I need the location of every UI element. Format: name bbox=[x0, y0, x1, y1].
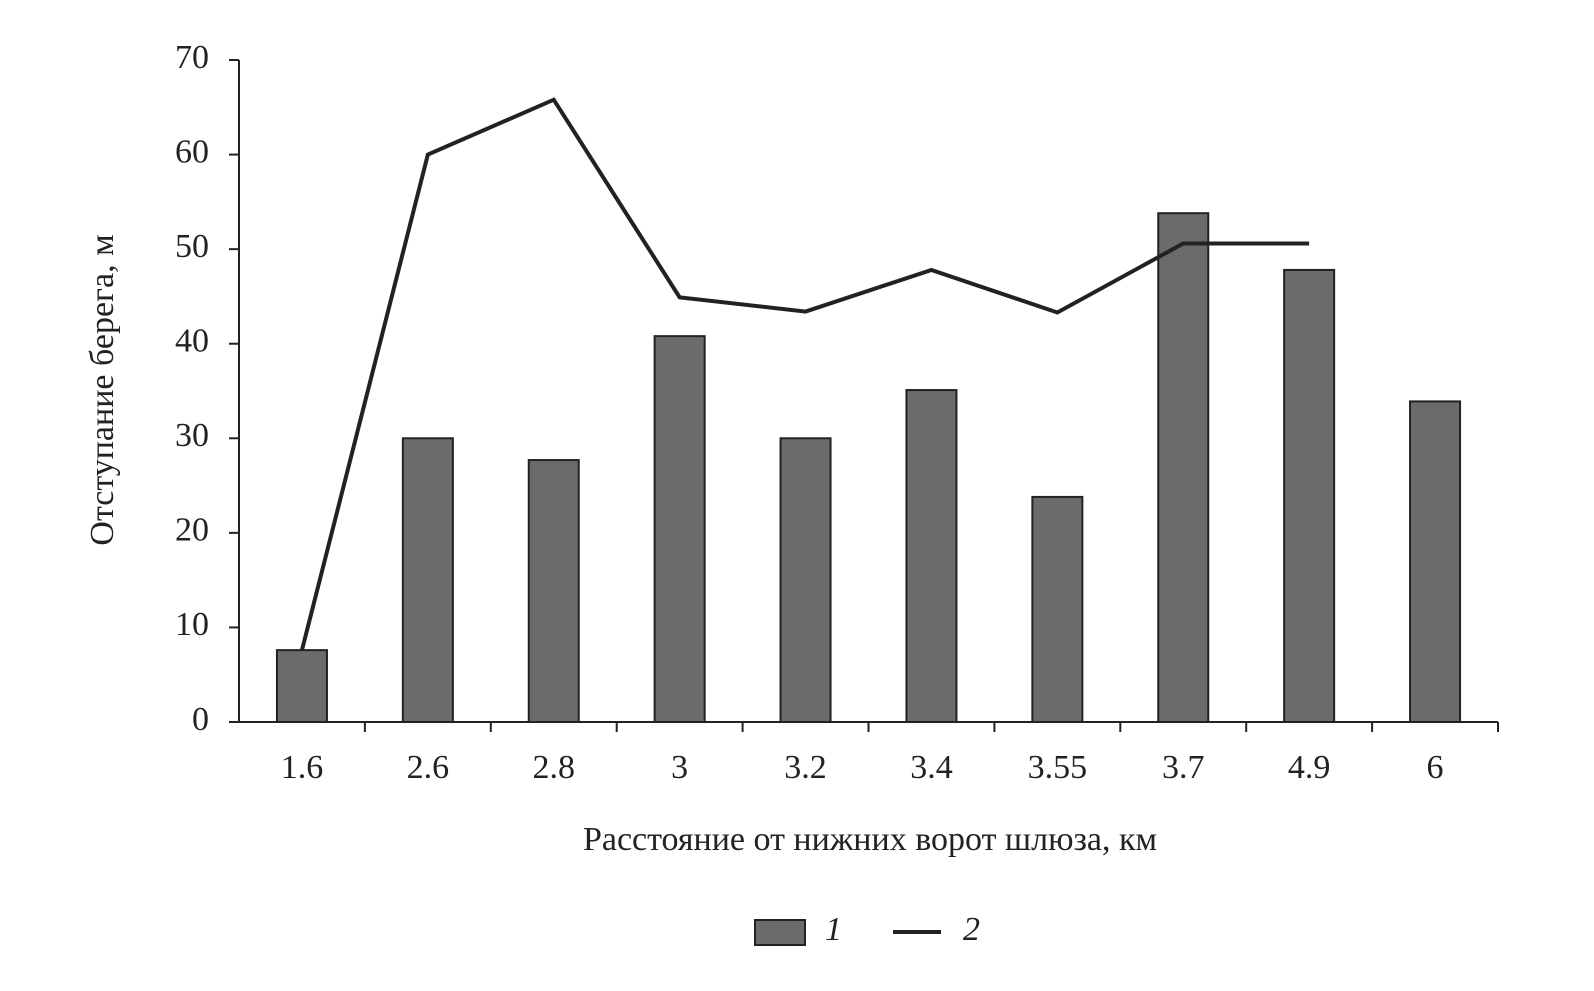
bar bbox=[1283, 268, 1336, 723]
bar bbox=[527, 459, 580, 723]
y-tick-label: 60 bbox=[175, 133, 209, 170]
y-tick-label: 40 bbox=[175, 323, 209, 360]
bar bbox=[1031, 495, 1084, 724]
bar bbox=[653, 335, 706, 723]
legend-label: 2 bbox=[963, 911, 980, 948]
legend-swatch bbox=[754, 919, 806, 946]
x-tick-label: 2.6 bbox=[407, 749, 450, 786]
bar bbox=[275, 649, 328, 724]
x-axis-label: Расстояние от нижних ворот шлюза, км bbox=[583, 821, 1157, 858]
x-tick-label: 3.2 bbox=[784, 749, 827, 786]
x-tick-label: 3.7 bbox=[1162, 749, 1205, 786]
x-tick-label: 1.6 bbox=[281, 749, 324, 786]
y-tick-label: 30 bbox=[175, 417, 209, 454]
bar bbox=[905, 389, 958, 723]
bar bbox=[401, 437, 454, 723]
y-tick-label: 20 bbox=[175, 512, 209, 549]
y-axis-label: Отступание берега, м bbox=[84, 234, 121, 545]
x-tick-label: 4.9 bbox=[1288, 749, 1331, 786]
bar bbox=[1409, 400, 1462, 723]
bar bbox=[779, 437, 832, 723]
bar bbox=[1157, 212, 1210, 723]
x-tick-label: 6 bbox=[1427, 749, 1444, 786]
y-tick-label: 70 bbox=[175, 39, 209, 76]
x-tick-label: 2.8 bbox=[533, 749, 576, 786]
x-tick-label: 3 bbox=[671, 749, 688, 786]
x-tick-label: 3.4 bbox=[910, 749, 953, 786]
y-tick-label: 0 bbox=[192, 701, 209, 738]
y-tick-label: 50 bbox=[175, 228, 209, 265]
y-tick-label: 10 bbox=[175, 606, 209, 643]
legend-label: 1 bbox=[825, 911, 842, 948]
line bbox=[300, 97, 1310, 651]
x-tick-label: 3.55 bbox=[1028, 749, 1088, 786]
